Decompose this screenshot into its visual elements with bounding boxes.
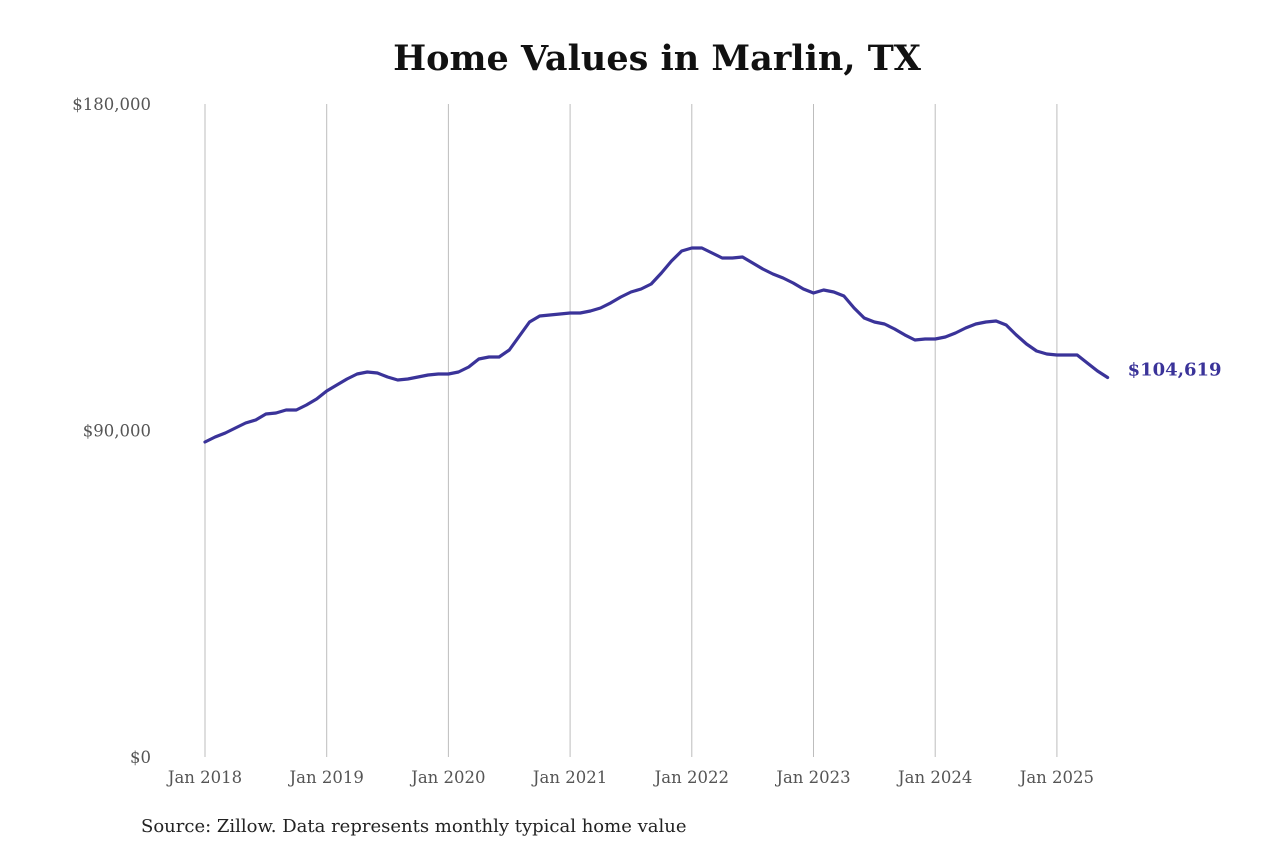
y-axis-tick-labels: $0 $90,000 $180,000 [72, 95, 151, 767]
x-axis-tick-labels: Jan 2018 Jan 2019 Jan 2020 Jan 2021 Jan 2022… [166, 768, 1094, 787]
x-tick-label: Jan 2025 [1018, 768, 1094, 787]
chart-title: Home Values in Marlin, TX [393, 38, 921, 79]
x-tick-label: Jan 2022 [653, 768, 729, 787]
series-line [203, 246, 1110, 444]
source-note: Source: Zillow. Data represents monthly … [141, 816, 687, 837]
x-tick-label: Jan 2023 [774, 768, 850, 787]
y-tick-label: $0 [130, 748, 151, 767]
y-tick-label: $180,000 [72, 95, 151, 114]
y-tick-label: $90,000 [83, 422, 151, 441]
x-tick-label: Jan 2021 [531, 768, 607, 787]
x-tick-label: Jan 2020 [409, 768, 485, 787]
x-tick-label: Jan 2018 [166, 768, 242, 787]
gridlines [204, 104, 1058, 757]
x-tick-label: Jan 2024 [896, 768, 972, 787]
end-value-label: $104,619 [1128, 359, 1222, 380]
x-tick-label: Jan 2019 [288, 768, 364, 787]
